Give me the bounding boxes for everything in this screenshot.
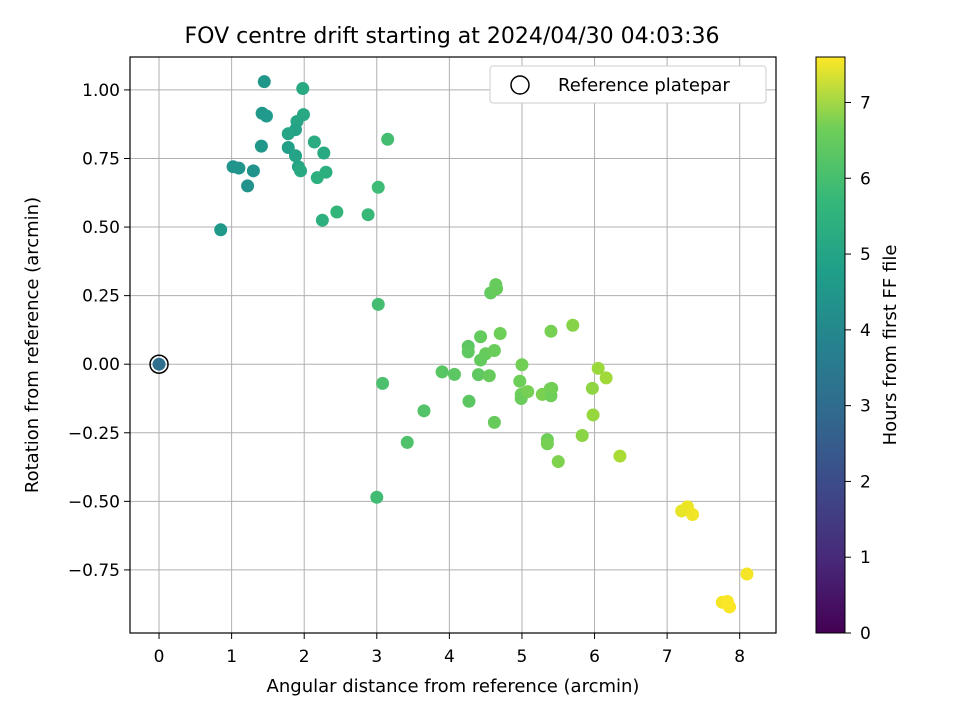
x-tick-label: 6	[589, 647, 600, 667]
data-point	[487, 343, 501, 357]
data-point	[400, 435, 414, 449]
x-tick-label: 1	[226, 647, 237, 667]
data-point	[232, 161, 246, 175]
data-point	[152, 357, 166, 371]
data-point	[586, 408, 600, 422]
data-point	[544, 324, 558, 338]
data-point	[288, 149, 302, 163]
data-point	[513, 374, 527, 388]
data-point	[361, 208, 375, 222]
x-tick-label: 3	[371, 647, 382, 667]
y-tick-label: −0.75	[68, 561, 120, 581]
data-point	[317, 146, 331, 160]
colorbar	[815, 56, 846, 634]
data-point	[371, 297, 385, 311]
plot-frame	[129, 56, 777, 634]
data-point	[613, 449, 627, 463]
data-point	[330, 205, 344, 219]
chart-title: FOV centre drift starting at 2024/04/30 …	[185, 24, 720, 49]
data-point	[294, 164, 308, 178]
data-point	[307, 135, 321, 149]
y-tick-label: −0.50	[68, 492, 120, 512]
y-tick-label: 0.25	[82, 287, 120, 307]
data-point	[315, 213, 329, 227]
data-point	[740, 567, 754, 581]
data-point	[435, 365, 449, 379]
data-point	[599, 371, 613, 385]
data-point	[214, 223, 228, 237]
data-point	[461, 345, 475, 359]
data-point	[591, 361, 605, 375]
y-tick-label: 0.00	[82, 355, 120, 375]
data-point	[686, 508, 700, 522]
data-points	[149, 75, 754, 614]
colorbar-tick-label: 6	[860, 169, 871, 189]
x-tick-label: 2	[299, 647, 310, 667]
grid-lines	[130, 57, 776, 633]
colorbar-tick-label: 0	[860, 624, 871, 644]
data-point	[723, 600, 737, 614]
y-tick-label: 0.75	[82, 149, 120, 169]
data-point	[246, 164, 260, 178]
data-point	[370, 490, 384, 504]
data-point	[296, 82, 310, 96]
y-tick-label: 0.50	[82, 218, 120, 238]
x-tick-label: 8	[734, 647, 745, 667]
data-point	[447, 367, 461, 381]
legend-box	[489, 65, 767, 104]
legend-label-reference-platepar: Reference platepar	[558, 75, 730, 96]
x-tick-label: 4	[444, 647, 455, 667]
x-axis: 0 1 2 3 4 5 6 7 8	[154, 633, 745, 667]
colorbar-tick-label: 1	[860, 548, 871, 568]
y-axis: 1.00 0.75 0.50 0.25 0.00 −0.25 −0.50 −0.75	[68, 81, 130, 581]
y-tick-label: 1.00	[82, 81, 120, 101]
colorbar-tick-label: 4	[860, 321, 871, 341]
data-point	[376, 376, 390, 390]
data-point	[490, 282, 504, 296]
data-point	[319, 165, 333, 179]
colorbar-tick-label: 2	[860, 472, 871, 492]
data-point	[471, 368, 485, 382]
y-tick-label: −0.25	[68, 424, 120, 444]
x-tick-label: 5	[517, 647, 528, 667]
data-point	[540, 437, 554, 451]
data-point	[575, 429, 589, 443]
data-point	[417, 404, 431, 418]
data-point	[545, 381, 559, 395]
data-point	[493, 326, 507, 340]
data-point	[482, 369, 496, 383]
legend: Reference platepar	[489, 65, 767, 104]
data-point	[585, 381, 599, 395]
x-tick-label: 0	[154, 647, 165, 667]
data-point	[381, 132, 395, 146]
y-axis-label: Rotation from reference (arcmin)	[22, 197, 43, 493]
data-point	[241, 179, 255, 193]
data-point	[521, 385, 535, 399]
data-point	[371, 180, 385, 194]
data-point	[515, 358, 529, 372]
legend-marker-reference-platepar	[510, 75, 530, 95]
colorbar-axis: 0 1 2 3 4 5 6 7	[845, 93, 871, 644]
data-point	[462, 394, 476, 408]
data-point	[474, 330, 488, 344]
x-axis-label: Angular distance from reference (arcmin)	[267, 676, 640, 697]
colorbar-tick-label: 5	[860, 245, 871, 265]
data-point	[551, 455, 565, 469]
data-point	[487, 415, 501, 429]
colorbar-label: Hours from first FF file	[880, 245, 901, 446]
data-point	[259, 109, 273, 123]
x-tick-label: 7	[662, 647, 673, 667]
colorbar-tick-label: 3	[860, 397, 871, 417]
data-point	[281, 127, 295, 141]
data-point	[254, 139, 268, 153]
data-point	[257, 75, 271, 89]
colorbar-tick-label: 7	[860, 93, 871, 113]
reference-platepar-marker	[149, 354, 169, 374]
data-point	[566, 318, 580, 332]
